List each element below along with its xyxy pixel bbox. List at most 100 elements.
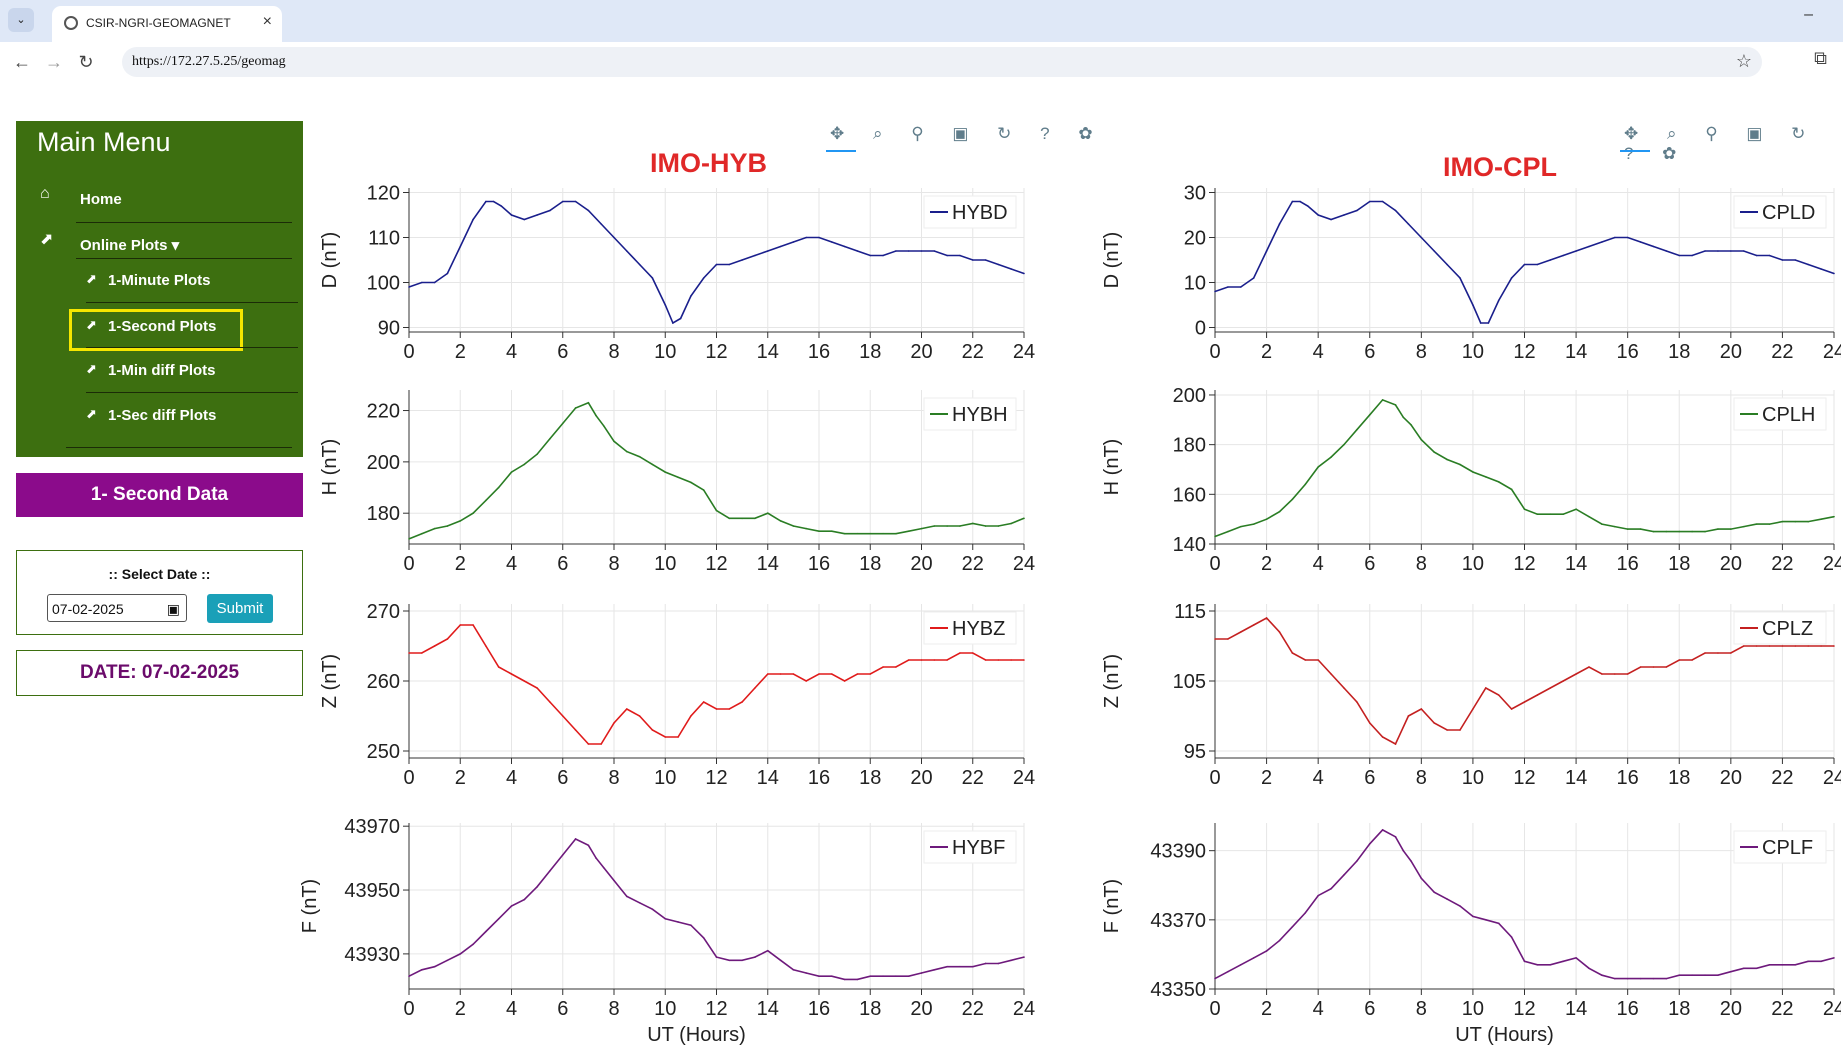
extensions-icon[interactable]: ⧉	[1814, 48, 1827, 68]
data-point	[1613, 236, 1616, 239]
x-tick-label: 16	[1617, 767, 1639, 789]
x-tick-label: 24	[1013, 767, 1035, 789]
data-point	[895, 532, 897, 535]
x-tick-label: 24	[1823, 341, 1841, 363]
y-axis-label: Z (nT)	[319, 654, 341, 708]
data-point	[869, 254, 872, 257]
x-tick-label: 24	[1013, 341, 1035, 363]
calendar-icon[interactable]: ▣	[166, 601, 180, 617]
x-tick-label: 8	[608, 553, 619, 575]
data-point	[1820, 645, 1822, 647]
plot-toolbar-hyb[interactable]: ✥ ⌕ ⚲ ▣ ↻ ? ✿	[830, 124, 1105, 143]
data-point	[1214, 290, 1216, 293]
x-tick-label: 22	[1771, 553, 1793, 575]
data-point	[754, 254, 756, 257]
data-point	[600, 223, 602, 225]
menu-item-online-plots[interactable]: Online Plots ▾	[80, 237, 180, 254]
date-input[interactable]: 07-02-2025 ▣	[47, 594, 187, 622]
data-point	[997, 962, 1000, 965]
data-point	[613, 722, 615, 724]
data-point	[1402, 416, 1405, 419]
legend-label: HYBH	[952, 404, 1008, 426]
data-point	[1691, 659, 1693, 661]
data-point	[1678, 530, 1681, 533]
reload-icon[interactable]: ↻	[78, 52, 94, 72]
data-point	[561, 200, 564, 203]
plot-toolbar-cpl[interactable]: ✥ ⌕ ⚲ ▣ ↻ ? ✿	[1624, 124, 1818, 163]
data-point	[1833, 957, 1835, 959]
series-line	[408, 837, 1025, 981]
home-icon: ⌂	[40, 185, 50, 202]
data-point	[1691, 974, 1693, 976]
data-point	[1433, 451, 1436, 453]
data-point	[959, 525, 961, 527]
x-tick-label: 22	[1771, 998, 1793, 1020]
data-point	[408, 538, 410, 540]
data-point	[1613, 977, 1616, 980]
data-point	[1510, 277, 1513, 279]
data-point	[651, 277, 654, 279]
y-axis-label: H (nT)	[319, 439, 341, 496]
data-point	[728, 263, 731, 266]
data-point	[1768, 645, 1771, 647]
x-tick-label: 10	[1462, 553, 1484, 575]
y-tick-label: 10	[1184, 273, 1206, 295]
data-point	[1381, 200, 1384, 203]
data-point	[1523, 960, 1526, 963]
data-point	[1781, 259, 1784, 261]
data-point	[485, 645, 487, 647]
data-point	[1794, 963, 1797, 966]
data-point	[1536, 263, 1539, 266]
y-tick-label: 115	[1174, 601, 1206, 623]
data-point	[792, 241, 795, 243]
data-point	[1626, 528, 1629, 530]
data-point	[805, 236, 807, 239]
x-tick-label: 6	[1364, 341, 1375, 363]
browser-tab[interactable]: CSIR-NGRI-GEOMAGNET ×	[52, 6, 282, 42]
y-tick-label: 160	[1173, 484, 1206, 506]
data-point	[1626, 673, 1629, 675]
back-icon[interactable]: ←	[13, 52, 31, 72]
data-point	[1278, 510, 1281, 513]
data-point	[523, 218, 526, 221]
menu-item-1-min-diff-plots[interactable]: 1-Min diff Plots	[108, 362, 216, 379]
data-point	[1510, 936, 1513, 938]
chart-line-icon: ⬈	[86, 406, 97, 421]
menu-item-home[interactable]: Home	[80, 191, 122, 208]
data-point	[1510, 708, 1513, 710]
tab-close-icon[interactable]: ×	[262, 13, 272, 30]
menu-item-1-second-plots[interactable]: 1-Second Plots	[108, 318, 217, 335]
bookmark-star-icon[interactable]: ☆	[1735, 51, 1752, 71]
data-point	[959, 254, 961, 257]
data-point	[536, 687, 538, 689]
second-data-button[interactable]: 1- Second Data	[16, 473, 303, 517]
data-point	[1407, 223, 1410, 225]
url-text[interactable]: https://172.27.5.25/geomag	[132, 54, 286, 69]
data-point	[1214, 977, 1216, 980]
x-tick-label: 10	[654, 767, 676, 789]
data-point	[702, 937, 705, 939]
menu-item-1-minute-plots[interactable]: 1-Minute Plots	[108, 272, 211, 289]
data-point	[536, 214, 538, 216]
tab-search-button[interactable]: ⌄	[8, 8, 34, 32]
x-tick-label: 0	[403, 553, 414, 575]
menu-item-1-sec-diff-plots[interactable]: 1-Sec diff Plots	[108, 407, 217, 424]
data-point	[1613, 673, 1616, 675]
data-point	[1239, 631, 1242, 633]
address-bar[interactable]: https://172.27.5.25/geomag ☆	[122, 47, 1762, 77]
submit-button[interactable]: Submit	[207, 594, 273, 623]
data-point	[1704, 250, 1706, 252]
menu-divider	[86, 392, 298, 393]
minimize-icon[interactable]: –	[1804, 6, 1813, 23]
station-title-cpl: IMO-CPL	[1443, 152, 1557, 182]
data-point	[856, 978, 859, 981]
forward-icon[interactable]: →	[45, 52, 63, 72]
